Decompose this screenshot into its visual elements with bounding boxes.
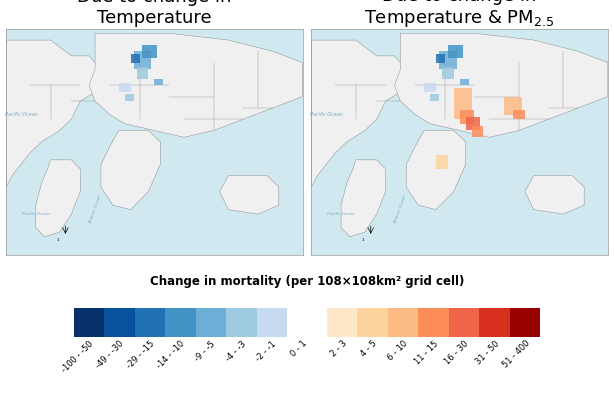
- Bar: [436, 53, 445, 62]
- Bar: [436, 155, 448, 169]
- Bar: [134, 51, 152, 69]
- Text: 1: 1: [56, 238, 60, 242]
- Bar: [424, 83, 436, 92]
- Text: -29 - -15: -29 - -15: [125, 339, 156, 370]
- Bar: [442, 67, 454, 79]
- Text: Pacific Ocean: Pacific Ocean: [310, 112, 343, 117]
- Bar: [196, 308, 226, 337]
- Bar: [287, 308, 317, 337]
- Title: Due to change in
Temperature & PM$_{2.5}$: Due to change in Temperature & PM$_{2.5}…: [364, 0, 555, 29]
- Bar: [136, 67, 149, 79]
- Bar: [418, 308, 449, 337]
- Text: -9 - -5: -9 - -5: [193, 339, 217, 363]
- Bar: [327, 308, 357, 337]
- Bar: [131, 53, 139, 62]
- Text: 31 - 50: 31 - 50: [474, 339, 501, 366]
- Text: -2 - -1: -2 - -1: [254, 339, 278, 363]
- Text: -100 - -50: -100 - -50: [60, 339, 95, 374]
- Bar: [134, 308, 165, 337]
- Bar: [510, 308, 540, 337]
- Text: Pacific Ocean: Pacific Ocean: [327, 212, 355, 216]
- Text: 2 - 3: 2 - 3: [329, 339, 349, 359]
- Text: -4 - -3: -4 - -3: [223, 339, 247, 363]
- Bar: [154, 79, 163, 85]
- Text: 1: 1: [362, 238, 365, 242]
- Bar: [465, 117, 480, 131]
- Text: -49 - -30: -49 - -30: [95, 339, 126, 370]
- Text: 0 - 1: 0 - 1: [289, 339, 309, 359]
- Text: Pacific Ocean: Pacific Ocean: [4, 112, 37, 117]
- Text: 16 - 30: 16 - 30: [443, 339, 470, 366]
- Bar: [125, 94, 134, 101]
- Bar: [226, 308, 257, 337]
- Bar: [74, 308, 104, 337]
- Bar: [513, 110, 525, 119]
- Bar: [104, 308, 134, 337]
- Bar: [257, 308, 287, 337]
- Text: 11 - 15: 11 - 15: [413, 339, 440, 366]
- Bar: [472, 126, 483, 137]
- Bar: [504, 97, 522, 115]
- Bar: [388, 308, 418, 337]
- Bar: [448, 45, 462, 58]
- Bar: [430, 94, 439, 101]
- Bar: [449, 308, 480, 337]
- Text: 6 - 10: 6 - 10: [386, 339, 410, 363]
- Text: Atlantic Ocean: Atlantic Ocean: [394, 195, 408, 224]
- Bar: [480, 308, 510, 337]
- Bar: [357, 308, 388, 337]
- Bar: [165, 308, 196, 337]
- Text: 51 - 400: 51 - 400: [500, 339, 532, 370]
- Bar: [119, 83, 131, 92]
- Bar: [454, 88, 472, 119]
- Bar: [460, 110, 475, 124]
- Text: 4 - 5: 4 - 5: [359, 339, 379, 359]
- Bar: [439, 51, 457, 69]
- Bar: [142, 45, 157, 58]
- Text: Pacific Ocean: Pacific Ocean: [22, 212, 50, 216]
- Text: -14 - -10: -14 - -10: [155, 339, 187, 370]
- Bar: [460, 79, 468, 85]
- Title: Due to change in
Temperature: Due to change in Temperature: [77, 0, 231, 27]
- Text: Atlantic Ocean: Atlantic Ocean: [88, 195, 102, 224]
- Text: Change in mortality (per 108×108km² grid cell): Change in mortality (per 108×108km² grid…: [150, 275, 464, 288]
